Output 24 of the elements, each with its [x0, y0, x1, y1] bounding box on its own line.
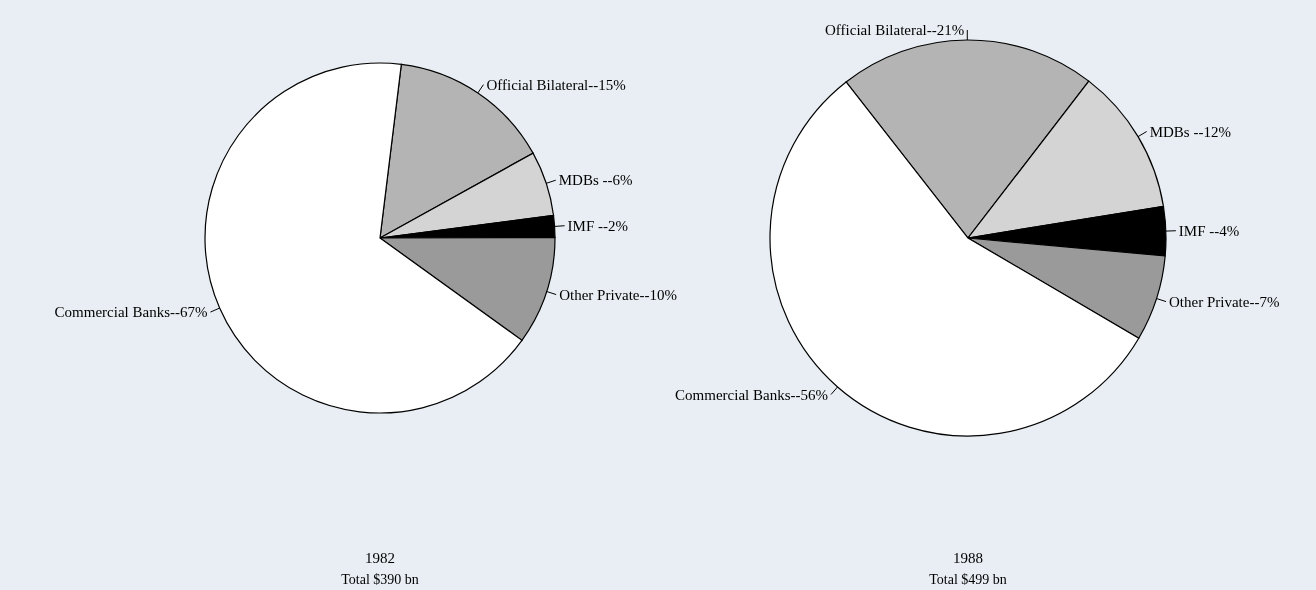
- data-label: 7%: [1259, 293, 1280, 310]
- text: 1988: [953, 550, 983, 566]
- text: Total $390 bn: [341, 572, 419, 587]
- data-label: 56%: [800, 386, 828, 403]
- slice-label: Other Private--: [1169, 293, 1260, 310]
- data-label: 12%: [1203, 123, 1231, 140]
- data-label: 4%: [1219, 222, 1240, 239]
- text: 1982: [365, 550, 395, 566]
- slice-label: MDBs --: [558, 172, 613, 189]
- text: Total $499 bn: [929, 572, 1007, 587]
- slice-label: Official Bilateral--: [486, 76, 599, 93]
- slice-label: Official Bilateral--: [825, 22, 937, 39]
- data-label: 15%: [598, 76, 626, 93]
- slice-label: MDBs --: [1149, 123, 1204, 140]
- slice-label: Commercial Banks--: [54, 304, 180, 321]
- slice-label: Other Private--: [559, 286, 650, 303]
- data-label: 67%: [179, 304, 208, 321]
- data-label: 2%: [608, 217, 629, 234]
- data-label: 10%: [649, 286, 678, 303]
- data-label: 6%: [612, 172, 633, 189]
- slice-label: Commercial Banks--: [675, 386, 801, 403]
- slice-label: IMF --: [1178, 222, 1220, 239]
- data-label: 21%: [936, 22, 965, 39]
- slice-label: IMF --: [567, 217, 609, 234]
